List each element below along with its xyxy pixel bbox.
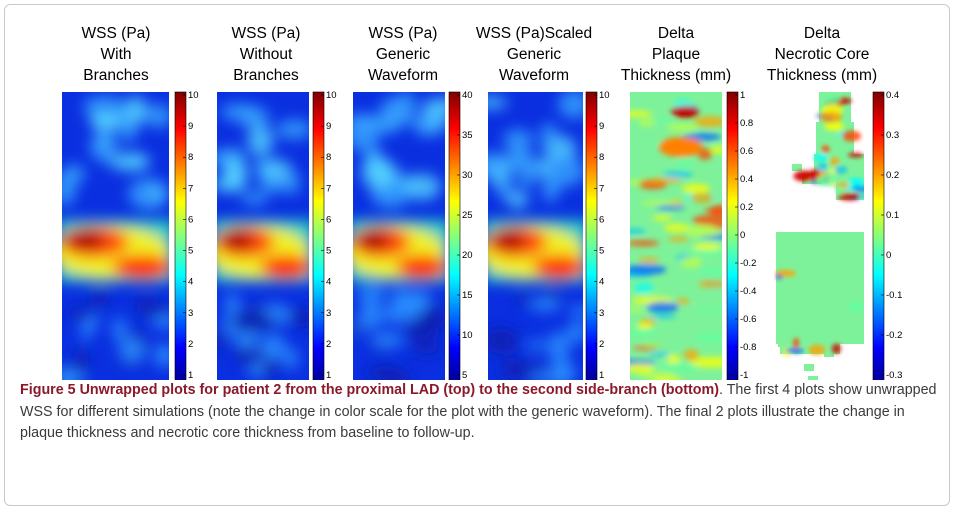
colorbar-tick-label: 0.6: [740, 146, 753, 157]
colorbar-tick-label: 0.3: [886, 130, 899, 141]
colorbar-tick-label: -1: [740, 370, 748, 380]
colorbar: [585, 91, 598, 380]
unwrapped-heatmap: [775, 92, 864, 380]
plot-panel-5: Delta Plaque Thickness (mm) 1 0.8 0.6 0.4 0.2 0 -…: [621, 25, 756, 380]
colorbar-tick-label: 15: [462, 290, 473, 301]
colorbar-tick-label: 1: [740, 90, 745, 101]
colorbar-tick-label: -0.6: [740, 314, 756, 325]
colorbar-tick-label: 1: [599, 370, 604, 380]
colorbar-tick-label: 9: [326, 121, 331, 132]
colorbar-tick-label: 0: [886, 250, 891, 261]
panel-title-line: WSS (Pa): [82, 25, 151, 42]
colorbar-tick-label: 3: [326, 308, 331, 319]
colorbar: [312, 91, 325, 380]
colorbar-tick-label: 10: [326, 90, 337, 101]
panel-title-line: With: [101, 46, 132, 63]
colorbar-tick-label: -0.2: [886, 330, 902, 341]
colorbar-tick-label: 2: [326, 339, 331, 350]
colorbar-tick-label: 35: [462, 130, 473, 141]
panel-title-line: Generic: [507, 46, 562, 63]
panel-title-line: Plaque: [652, 46, 700, 63]
colorbar-tick-label: 7: [326, 183, 331, 194]
unwrapped-heatmap: [488, 92, 583, 380]
colorbar-tick-label: 1: [188, 370, 193, 380]
colorbar-tick-label: 0.2: [740, 202, 753, 213]
plot-panel-6: Delta Necrotic Core Thickness (mm) 0.4 0.3 0.…: [767, 25, 902, 380]
colorbar-tick-label: 9: [599, 121, 604, 132]
colorbar-tick-label: 4: [599, 277, 604, 288]
colorbar-tick-label: 0.4: [740, 174, 753, 185]
panel-title-line: Generic: [376, 46, 431, 63]
colorbar-tick-label: 3: [599, 308, 604, 319]
colorbar-tick-label: 40: [462, 90, 473, 101]
colorbar-tick-label: 8: [188, 152, 193, 163]
unwrapped-heatmap: [217, 92, 309, 380]
colorbar: [872, 91, 885, 380]
colorbar-tick-label: 5: [599, 246, 604, 257]
colorbar-tick-label: 2: [599, 339, 604, 350]
plot-panel-3: WSS (Pa) Generic Waveform 40 35 30 25 20 15 10 5: [353, 25, 473, 380]
colorbar-tick-label: 5: [462, 370, 467, 380]
colorbar-tick-label: 5: [188, 246, 193, 257]
colorbar-tick-label: 4: [188, 277, 193, 288]
colorbar-tick-label: 0.4: [886, 90, 899, 101]
colorbar-tick-label: 8: [599, 152, 604, 163]
colorbar-tick-label: 4: [326, 277, 331, 288]
colorbar-tick-label: 0.8: [740, 118, 753, 129]
figure-caption: Figure 5 Unwrapped plots for patient 2 f…: [20, 380, 940, 445]
colorbar-tick-label: -0.4: [740, 286, 756, 297]
caption-title: Unwrapped plots for patient 2 from the p…: [79, 382, 720, 398]
colorbar: [174, 91, 187, 380]
plot-panel-2: WSS (Pa) Without Branches 10 9 8 7 6 5 4 3 2 1: [217, 25, 337, 380]
colorbar-tick-label: 25: [462, 210, 473, 221]
colorbar-tick-label: 10: [188, 90, 199, 101]
colorbar-tick-label: 9: [188, 121, 193, 132]
colorbar-tick-label: 6: [599, 214, 604, 225]
colorbar-tick-label: 0: [740, 230, 745, 241]
colorbar-tick-label: -0.1: [886, 290, 902, 301]
panel-title-line: Branches: [233, 67, 299, 84]
panel-title-line: WSS (Pa): [232, 25, 301, 42]
colorbar-tick-label: 30: [462, 170, 473, 181]
panel-title-line: Necrotic Core: [775, 46, 870, 63]
colorbar-tick-label: -0.8: [740, 342, 756, 353]
panel-title-line: Delta: [804, 25, 841, 42]
unwrapped-heatmap: [353, 92, 445, 380]
colorbar-tick-label: 3: [188, 308, 193, 319]
colorbar-tick-label: -0.3: [886, 370, 902, 380]
colorbar-tick-label: 7: [599, 183, 604, 194]
panel-title-line: WSS (Pa)Scaled: [476, 25, 592, 42]
panel-title-line: Thickness (mm): [767, 67, 877, 84]
colorbar-tick-label: 7: [188, 183, 193, 194]
panel-title-line: WSS (Pa): [369, 25, 438, 42]
colorbar-tick-label: -0.2: [740, 258, 756, 269]
colorbar: [726, 91, 739, 380]
plot-panel-4: WSS (Pa)Scaled Generic Waveform 10 9 8 7 6 5 4 3 2 1: [476, 25, 610, 380]
colorbar: [448, 91, 461, 380]
colorbar-tick-label: 6: [188, 214, 193, 225]
plot-panel-1: WSS (Pa) With Branches 10 9 8 7 6 5 4 3 2 1: [62, 25, 199, 380]
unwrapped-heatmap: [62, 92, 169, 380]
colorbar-tick-label: 2: [188, 339, 193, 350]
panel-title-line: Thickness (mm): [621, 67, 731, 84]
colorbar-tick-label: 5: [326, 246, 331, 257]
colorbar-tick-label: 0.1: [886, 210, 899, 221]
panel-title-line: Delta: [658, 25, 695, 42]
panel-title-line: Waveform: [499, 67, 569, 84]
panel-title-line: Without: [240, 46, 293, 63]
colorbar-tick-label: 6: [326, 214, 331, 225]
colorbar-tick-label: 0.2: [886, 170, 899, 181]
caption-text: . The first 4 plots show unwrapped WSS f…: [20, 382, 937, 441]
panel-title-line: Branches: [83, 67, 149, 84]
colorbar-tick-label: 8: [326, 152, 331, 163]
colorbar-tick-label: 10: [462, 330, 473, 341]
panel-title-line: Waveform: [368, 67, 438, 84]
caption-label: Figure 5: [20, 382, 76, 398]
unwrapped-heatmap: [630, 92, 722, 380]
colorbar-tick-label: 10: [599, 90, 610, 101]
colorbar-tick-label: 20: [462, 250, 473, 261]
colorbar-tick-label: 1: [326, 370, 331, 380]
